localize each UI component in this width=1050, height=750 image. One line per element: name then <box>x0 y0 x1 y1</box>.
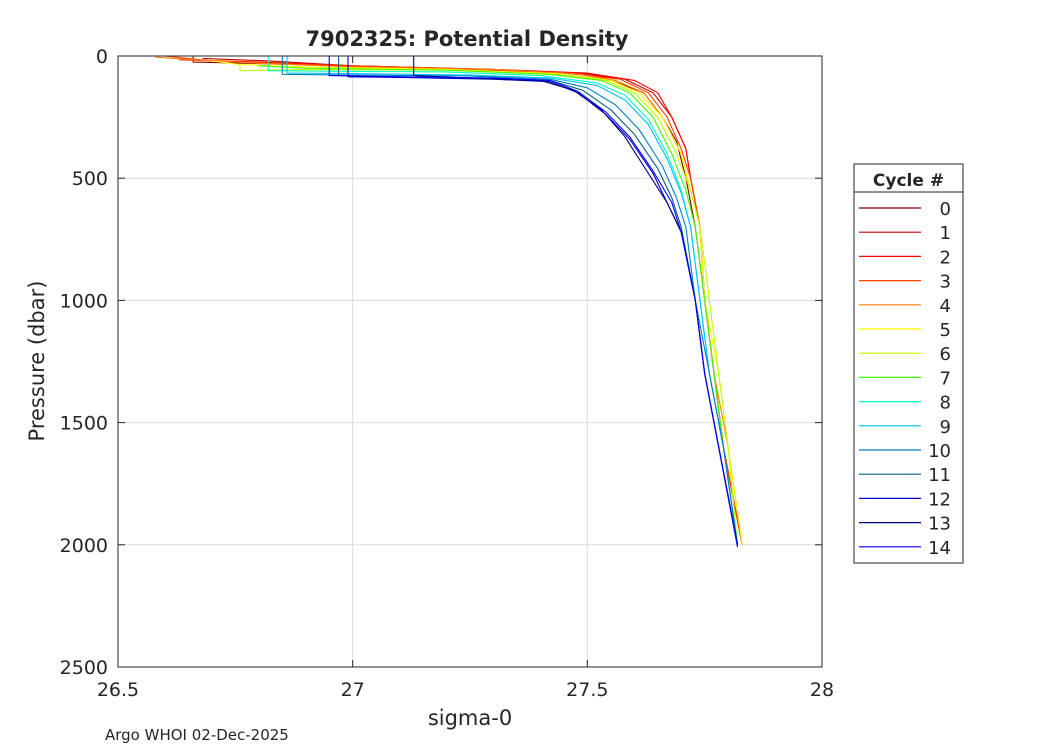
legend-label: 5 <box>940 320 951 341</box>
legend-label: 10 <box>928 441 951 462</box>
legend-label: 3 <box>940 272 951 293</box>
y-tick-label: 1500 <box>60 413 108 435</box>
legend-box <box>853 163 964 564</box>
y-tick-label: 1000 <box>60 290 108 312</box>
chart-title: 7902325: Potential Density <box>305 27 628 51</box>
series-lines <box>155 55 743 548</box>
legend-label: 1 <box>940 223 951 244</box>
legend-label: 4 <box>940 296 951 317</box>
legend-label: 14 <box>928 538 951 559</box>
legend-label: 0 <box>940 199 951 220</box>
legend-label: 11 <box>928 465 951 486</box>
series-line-cycle-9 <box>286 56 739 545</box>
series-line-cycle-14 <box>328 56 739 548</box>
x-tick-label: 26.5 <box>97 679 139 701</box>
x-axis-label: sigma-0 <box>428 706 512 730</box>
x-tick-label: 27.5 <box>566 679 608 701</box>
legend-label: 12 <box>928 489 951 510</box>
series-line-cycle-6 <box>239 65 739 545</box>
legend-label: 7 <box>940 368 951 389</box>
x-tick-label: 27 <box>341 679 365 701</box>
y-tick-label: 0 <box>96 46 108 68</box>
grid <box>118 56 822 667</box>
series-line-cycle-10 <box>281 56 739 545</box>
y-tick-label: 2000 <box>60 535 108 557</box>
y-axis-label: Pressure (dbar) <box>25 281 49 442</box>
y-tick-label: 500 <box>72 168 108 190</box>
legend-label: 2 <box>940 247 951 268</box>
legend-title: Cycle # <box>873 171 944 191</box>
legend-label: 6 <box>940 344 951 365</box>
x-tick-label: 28 <box>810 679 834 701</box>
footer-text: Argo WHOI 02-Dec-2025 <box>105 726 289 744</box>
plot-area <box>118 56 822 667</box>
legend-label: 8 <box>940 393 951 414</box>
axis-ticks: 26.5 27 27.5 28 0 500 1000 1500 2000 2500 <box>60 46 834 701</box>
y-tick-label: 2500 <box>60 657 108 679</box>
plot-frame <box>117 55 823 668</box>
series-line-cycle-5 <box>211 60 743 545</box>
legend-label: 13 <box>928 514 951 535</box>
legend-label: 9 <box>940 417 951 438</box>
series-line-cycle-7 <box>258 65 739 545</box>
